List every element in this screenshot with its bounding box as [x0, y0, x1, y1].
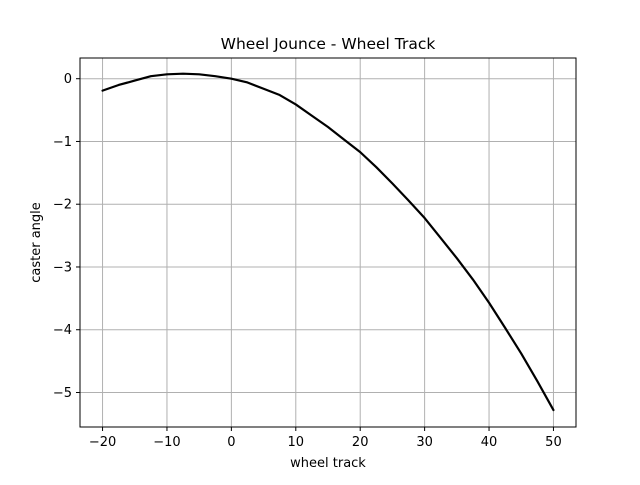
x-tick-label: 40 — [481, 435, 498, 450]
x-tick-label: −10 — [153, 435, 180, 450]
series-layer — [101, 72, 555, 412]
y-axis-label: caster angle — [29, 202, 44, 283]
x-axis-ticks: −20 −10 0 10 20 30 40 50 — [89, 427, 562, 450]
caster-angle-line — [101, 72, 555, 412]
grid — [80, 58, 576, 427]
y-tick-label: −5 — [53, 386, 72, 401]
y-axis-ticks: 0 −1 −2 −3 −4 −5 — [53, 72, 80, 401]
x-tick-label: 50 — [545, 435, 562, 450]
x-tick-label: 20 — [352, 435, 369, 450]
x-tick-label: −20 — [89, 435, 116, 450]
axes-frame — [79, 57, 577, 428]
chart-title: Wheel Jounce - Wheel Track — [221, 35, 436, 53]
y-tick-label: −2 — [53, 198, 72, 213]
y-tick-label: −4 — [53, 323, 72, 338]
y-tick-label: −1 — [53, 135, 72, 150]
y-tick-label: 0 — [64, 72, 72, 87]
x-axis-label: wheel track — [290, 456, 366, 471]
x-tick-label: 0 — [227, 435, 235, 450]
x-tick-label: 30 — [416, 435, 433, 450]
y-tick-label: −3 — [53, 260, 72, 275]
x-tick-label: 10 — [288, 435, 305, 450]
